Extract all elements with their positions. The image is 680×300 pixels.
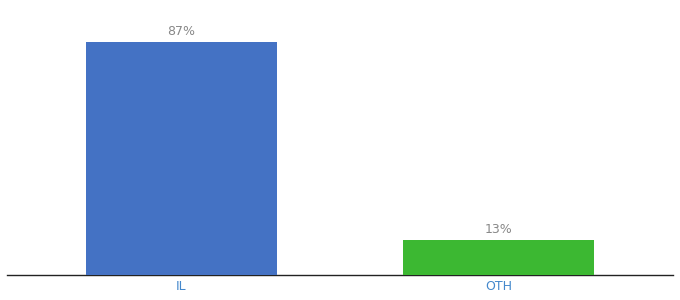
Bar	[403, 240, 594, 275]
Text: 87%: 87%	[167, 25, 195, 38]
Bar	[86, 42, 277, 275]
Text: 13%: 13%	[485, 223, 513, 236]
